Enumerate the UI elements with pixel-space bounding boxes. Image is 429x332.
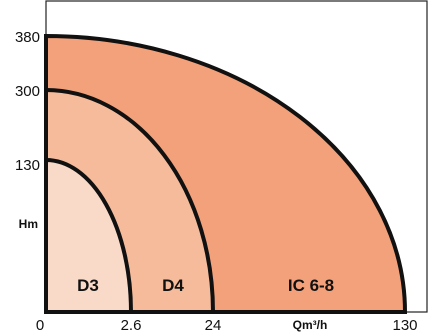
y-tick-label: 130 [15,157,40,174]
x-axis-label: Qm³/h [293,318,328,332]
region-labels: D3 D4 IC 6-8 [77,276,334,295]
capacity-regions [44,33,408,314]
x-tick-label: 0 [36,317,44,332]
y-axis: 380 300 130 Hm [15,29,40,231]
region-label-d3: D3 [77,276,99,295]
x-tick-label: 24 [205,317,222,332]
region-label-ic-6-8: IC 6-8 [288,276,334,295]
y-axis-label: Hm [19,217,38,231]
x-tick-label: 2.6 [121,317,142,332]
y-tick-label: 380 [15,29,40,46]
region-d3 [44,157,134,314]
y-tick-label: 300 [15,83,40,100]
region-label-d4: D4 [162,276,184,295]
x-axis: 0 2.6 24 Qm³/h 130 [36,317,418,332]
x-tick-label: 130 [392,317,417,332]
